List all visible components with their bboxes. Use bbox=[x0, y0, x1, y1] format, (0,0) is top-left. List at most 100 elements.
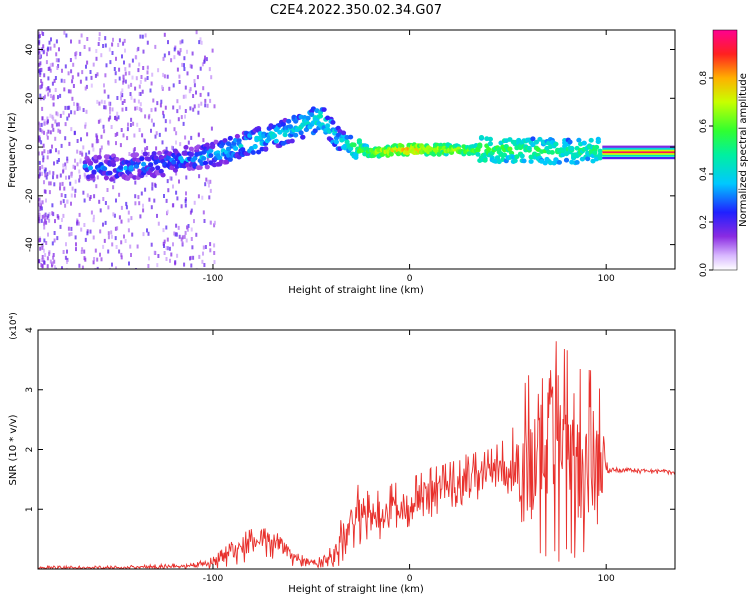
ridge-cell bbox=[160, 172, 166, 178]
noise-speckle bbox=[63, 30, 66, 35]
noise-speckle bbox=[75, 247, 77, 252]
ridge-cell bbox=[482, 157, 488, 163]
noise-speckle bbox=[142, 49, 145, 54]
noise-speckle bbox=[140, 108, 143, 113]
noise-speckle bbox=[150, 128, 152, 133]
noise-speckle bbox=[41, 258, 44, 262]
noise-speckle bbox=[178, 105, 181, 110]
noise-speckle bbox=[120, 252, 123, 257]
noise-speckle bbox=[165, 225, 168, 230]
noise-speckle bbox=[115, 266, 117, 269]
noise-speckle bbox=[164, 105, 167, 110]
noise-speckle bbox=[99, 229, 102, 234]
ridge-cell bbox=[240, 147, 246, 152]
noise-speckle bbox=[62, 250, 65, 254]
noise-speckle bbox=[138, 84, 141, 89]
noise-speckle bbox=[179, 40, 182, 45]
noise-speckle bbox=[130, 216, 133, 221]
ridge-cell bbox=[553, 141, 559, 147]
noise-speckle bbox=[111, 242, 114, 247]
noise-speckle bbox=[70, 39, 72, 44]
noise-speckle bbox=[41, 255, 44, 259]
noise-speckle bbox=[93, 257, 96, 261]
noise-speckle bbox=[49, 63, 52, 68]
noise-speckle bbox=[124, 71, 127, 76]
noise-speckle bbox=[165, 146, 168, 151]
noise-speckle bbox=[71, 186, 74, 191]
noise-speckle bbox=[184, 199, 187, 204]
noise-speckle bbox=[92, 260, 95, 265]
snr-xlabel: Height of straight line (km) bbox=[288, 584, 424, 595]
noise-speckle bbox=[167, 188, 170, 193]
noise-speckle bbox=[167, 40, 169, 45]
ridge-cell bbox=[87, 160, 94, 166]
noise-speckle bbox=[139, 102, 142, 107]
noise-speckle bbox=[111, 51, 114, 55]
noise-speckle bbox=[204, 245, 207, 249]
noise-speckle bbox=[142, 66, 145, 70]
noise-speckle bbox=[96, 99, 99, 104]
noise-speckle bbox=[133, 98, 136, 103]
noise-speckle bbox=[76, 162, 79, 167]
ridge-cell bbox=[165, 155, 171, 160]
noise-speckle bbox=[195, 232, 198, 237]
noise-speckle bbox=[96, 72, 99, 77]
noise-speckle bbox=[77, 72, 80, 77]
noise-speckle bbox=[57, 95, 59, 100]
noise-speckle bbox=[123, 234, 125, 239]
noise-speckle bbox=[98, 101, 101, 106]
ridge-cell bbox=[530, 142, 536, 148]
noise-speckle bbox=[169, 176, 172, 181]
noise-speckle bbox=[176, 109, 179, 114]
noise-speckle bbox=[141, 149, 144, 154]
noise-speckle bbox=[154, 107, 157, 112]
noise-speckle bbox=[86, 231, 89, 236]
noise-speckle bbox=[193, 79, 196, 83]
noise-speckle bbox=[150, 242, 153, 247]
noise-speckle bbox=[53, 161, 55, 166]
ridge-cell bbox=[225, 146, 232, 152]
noise-speckle bbox=[153, 250, 156, 255]
x-tick-label: -100 bbox=[203, 274, 224, 284]
noise-speckle bbox=[97, 139, 100, 144]
snr-multiplier: (x10⁴) bbox=[9, 312, 19, 339]
noise-speckle bbox=[70, 201, 72, 206]
noise-speckle bbox=[111, 42, 114, 47]
noise-speckle bbox=[92, 147, 95, 152]
ridge-cell bbox=[305, 115, 311, 121]
spectrogram-axes: -100 0 100 -40 -20 0 20 40 bbox=[25, 30, 675, 284]
noise-speckle bbox=[46, 256, 49, 261]
noise-speckle bbox=[103, 89, 106, 94]
ridge-cell bbox=[340, 130, 347, 136]
noise-speckle bbox=[139, 34, 142, 39]
noise-speckle bbox=[135, 76, 138, 81]
noise-speckle bbox=[202, 86, 205, 91]
ridge-cell bbox=[487, 136, 493, 142]
noise-speckle bbox=[54, 136, 57, 141]
noise-speckle bbox=[191, 245, 194, 250]
ridge-cell bbox=[204, 164, 210, 170]
noise-speckle bbox=[125, 201, 128, 206]
noise-speckle bbox=[114, 133, 117, 137]
y-tick-label: -40 bbox=[25, 237, 35, 252]
noise-speckle bbox=[204, 55, 206, 60]
noise-speckle bbox=[38, 209, 41, 214]
noise-speckle bbox=[213, 260, 216, 265]
noise-speckle bbox=[163, 239, 166, 244]
noise-speckle bbox=[128, 261, 130, 266]
noise-speckle bbox=[139, 92, 142, 96]
noise-speckle bbox=[56, 112, 59, 117]
noise-speckle bbox=[174, 232, 177, 237]
noise-speckle bbox=[48, 88, 51, 93]
noise-speckle bbox=[79, 158, 82, 163]
noise-speckle bbox=[40, 263, 43, 267]
noise-speckle bbox=[63, 79, 66, 84]
noise-speckle bbox=[46, 172, 49, 177]
noise-speckle bbox=[209, 248, 212, 253]
noise-speckle bbox=[156, 263, 159, 268]
noise-speckle bbox=[114, 71, 117, 76]
noise-speckle bbox=[173, 55, 176, 60]
noise-speckle bbox=[127, 218, 130, 223]
noise-speckle bbox=[123, 38, 126, 43]
noise-speckle bbox=[129, 159, 132, 164]
